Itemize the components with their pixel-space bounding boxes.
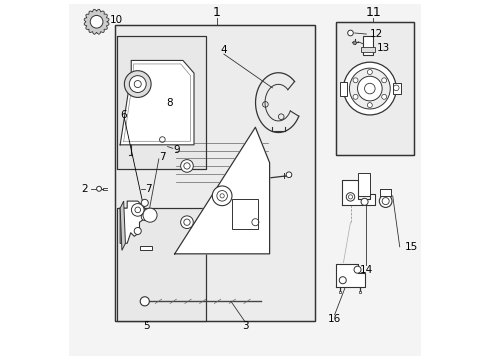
Text: 10: 10 — [110, 15, 123, 25]
Text: 16: 16 — [328, 314, 342, 324]
Bar — [115, 25, 316, 321]
Bar — [363, 36, 373, 55]
Circle shape — [353, 78, 358, 83]
Circle shape — [368, 103, 372, 108]
Circle shape — [90, 15, 103, 28]
Circle shape — [131, 203, 144, 216]
Bar — [340, 81, 347, 96]
Text: 14: 14 — [360, 265, 373, 275]
Circle shape — [379, 195, 392, 207]
Circle shape — [343, 62, 396, 115]
Text: 13: 13 — [377, 43, 390, 53]
Text: 2: 2 — [82, 184, 88, 194]
Text: 12: 12 — [370, 29, 383, 39]
Bar — [337, 22, 414, 156]
Text: 8: 8 — [166, 98, 172, 108]
Bar — [380, 189, 391, 196]
Circle shape — [286, 172, 292, 177]
Polygon shape — [120, 201, 145, 243]
Bar — [232, 199, 258, 229]
Bar — [117, 36, 206, 170]
Bar — [339, 291, 342, 293]
Circle shape — [353, 94, 358, 99]
Polygon shape — [337, 264, 365, 287]
Bar — [117, 208, 206, 321]
Text: 1: 1 — [213, 6, 221, 19]
Polygon shape — [174, 127, 270, 254]
Polygon shape — [120, 60, 194, 145]
Circle shape — [141, 199, 148, 206]
Text: 7: 7 — [145, 184, 151, 194]
Circle shape — [181, 159, 193, 172]
Circle shape — [368, 69, 372, 75]
Bar — [115, 25, 316, 321]
Circle shape — [124, 71, 151, 98]
Text: 15: 15 — [405, 242, 418, 252]
Circle shape — [97, 186, 101, 191]
Bar — [140, 246, 152, 250]
Bar — [117, 208, 206, 321]
Circle shape — [140, 297, 149, 306]
Circle shape — [212, 186, 232, 206]
Circle shape — [354, 266, 361, 273]
Circle shape — [129, 76, 146, 93]
Text: 6: 6 — [121, 110, 127, 120]
Circle shape — [134, 228, 141, 234]
Text: 9: 9 — [173, 145, 180, 155]
Circle shape — [382, 78, 387, 83]
Polygon shape — [342, 180, 375, 204]
Bar — [392, 83, 401, 94]
Text: 7: 7 — [159, 152, 166, 162]
Circle shape — [358, 76, 382, 101]
Bar — [361, 48, 375, 51]
Bar — [337, 22, 414, 156]
Bar — [117, 36, 206, 170]
Circle shape — [346, 193, 355, 201]
Polygon shape — [120, 201, 125, 250]
Circle shape — [361, 198, 368, 205]
Circle shape — [141, 213, 148, 220]
Polygon shape — [84, 9, 109, 34]
Bar — [358, 173, 370, 196]
Bar — [359, 291, 362, 293]
Circle shape — [353, 41, 357, 45]
Circle shape — [382, 94, 387, 99]
Text: 4: 4 — [220, 45, 227, 55]
Text: 11: 11 — [366, 6, 381, 19]
Text: 3: 3 — [242, 321, 248, 331]
Circle shape — [348, 30, 353, 36]
Circle shape — [349, 68, 390, 109]
Circle shape — [143, 208, 157, 222]
Circle shape — [181, 216, 193, 229]
Text: 5: 5 — [143, 321, 150, 331]
Circle shape — [339, 277, 346, 284]
